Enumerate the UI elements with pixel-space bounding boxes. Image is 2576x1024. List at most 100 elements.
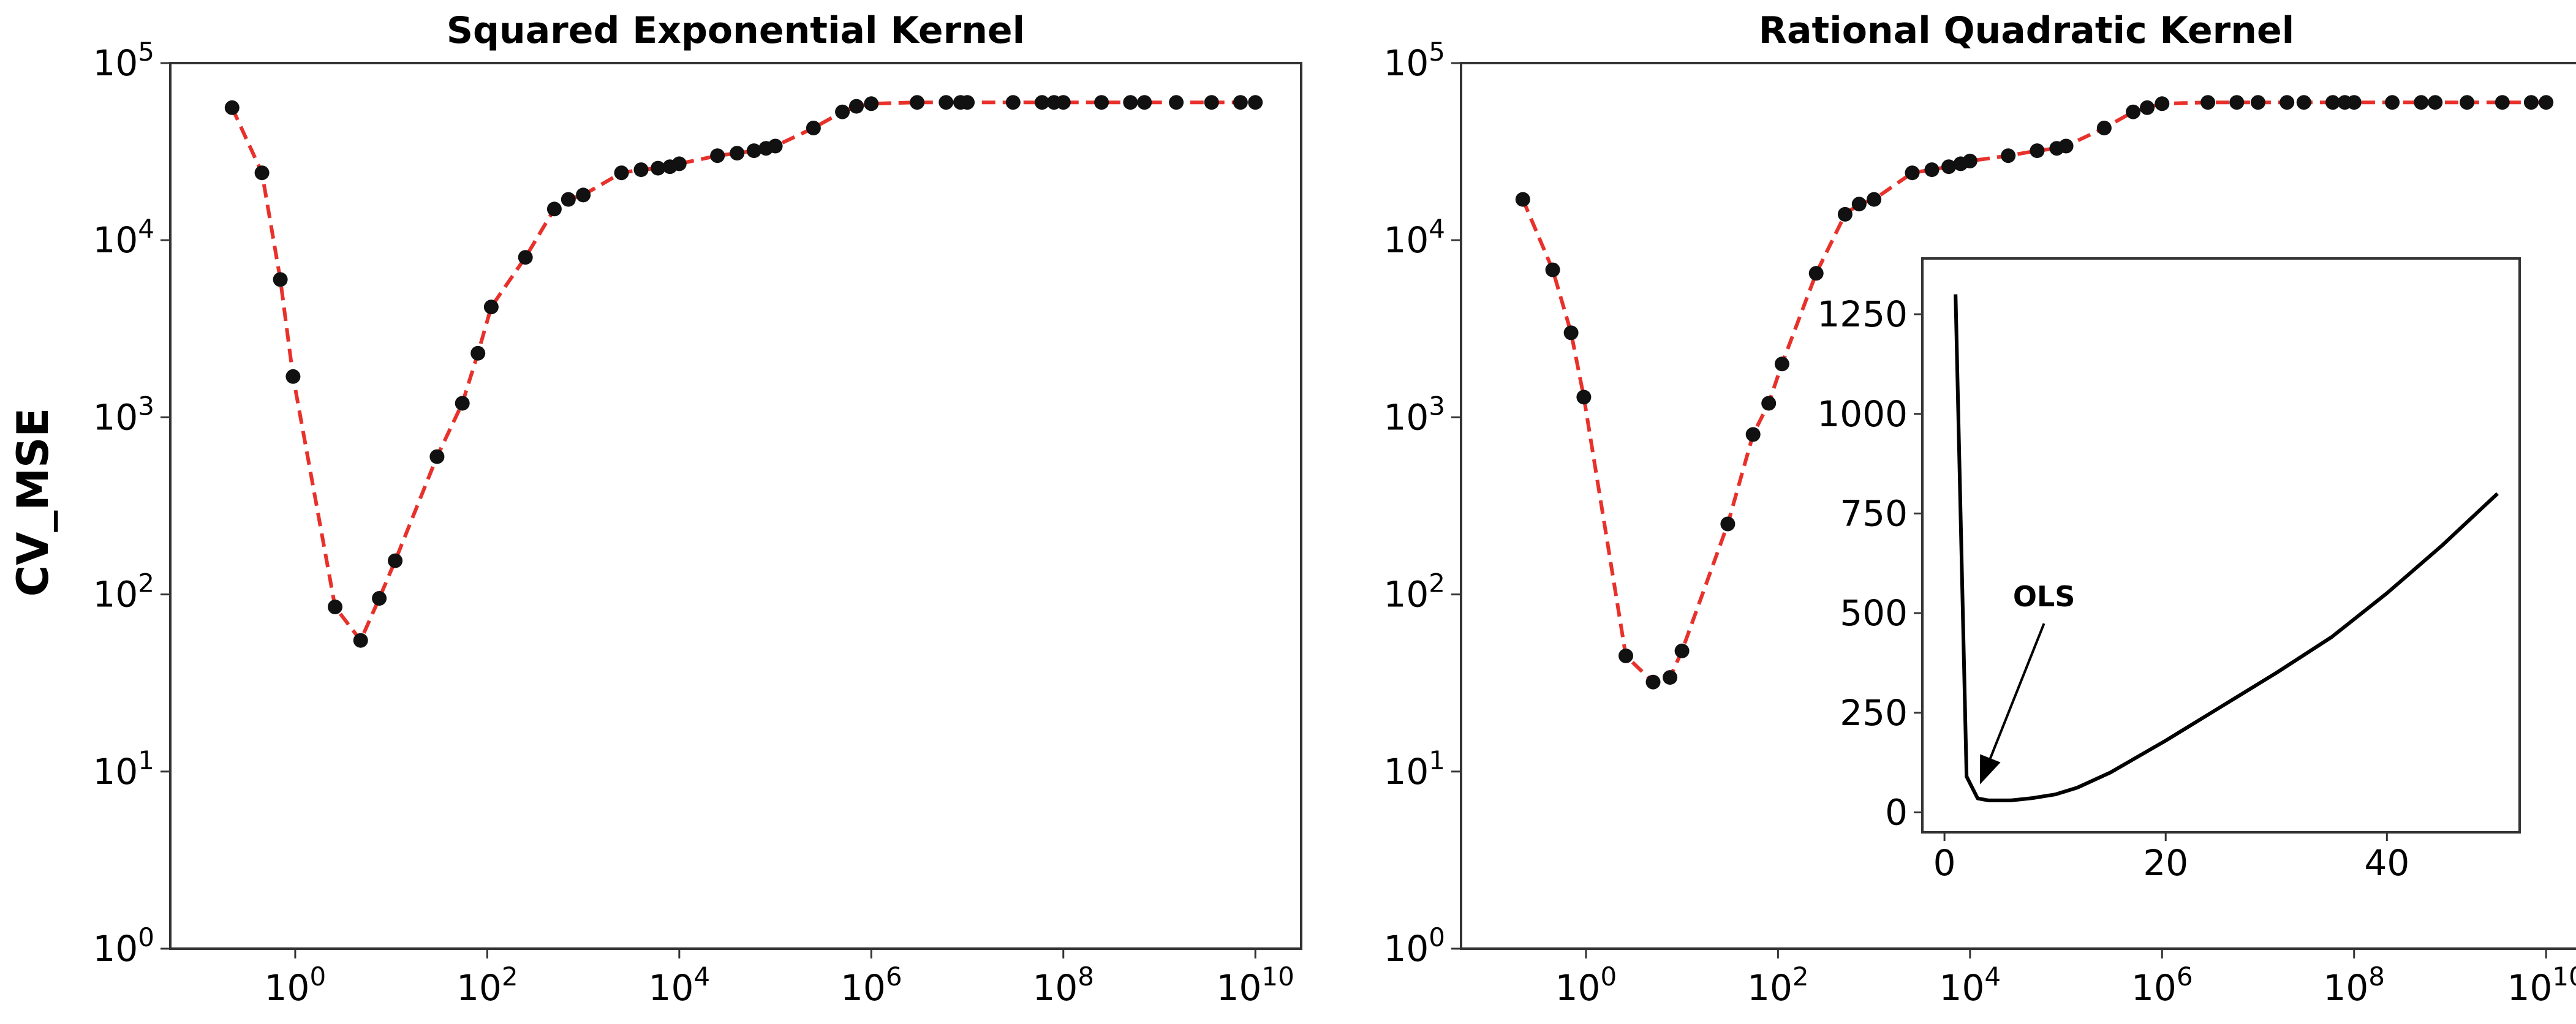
data-point [2096, 121, 2112, 135]
x-tick-label: 100 [1555, 962, 1617, 1009]
x-tick-label: 1010 [1217, 962, 1294, 1009]
x-tick-label: 106 [840, 962, 902, 1009]
data-point [2385, 95, 2400, 110]
right-plot-frame [1460, 62, 2576, 950]
right-panel-title: Rational Quadratic Kernel [1759, 9, 2294, 52]
inset-y-tick-label: 1250 [1817, 293, 1908, 335]
y-tick-label: 102 [93, 568, 154, 616]
data-point [1645, 674, 1661, 690]
data-point [835, 104, 850, 119]
x-tick-label: 108 [2323, 962, 2385, 1009]
data-point [1515, 192, 1530, 207]
x-tick-label: 104 [1940, 962, 2001, 1009]
data-point [2296, 95, 2311, 110]
data-point [1761, 396, 1777, 411]
data-point [2523, 95, 2539, 110]
data-point [224, 100, 240, 115]
y-tick-label: 101 [93, 745, 154, 792]
inset-y-tick-label: 750 [1840, 492, 1908, 534]
y-tick-label: 104 [1383, 214, 1445, 261]
inset-x-tick-label: 0 [1933, 842, 1956, 884]
y-tick-label: 101 [1383, 745, 1445, 792]
y-tick-label: 103 [1383, 391, 1445, 438]
inset-y-tick-label: 250 [1840, 692, 1908, 734]
data-point [671, 156, 687, 171]
data-point [960, 95, 975, 110]
left-panel-title: Squared Exponential Kernel [447, 9, 1025, 52]
data-point [1837, 206, 1853, 222]
data-point [2414, 95, 2429, 110]
data-point [2030, 143, 2045, 159]
data-point [2058, 138, 2074, 154]
inset-chart: 0 20 40 0 250 500 750 1000 1250 OLS [1817, 257, 2521, 884]
x-tick-label: 102 [456, 962, 518, 1009]
data-point [1905, 165, 1920, 181]
data-point [633, 162, 649, 178]
data-point [768, 138, 783, 154]
data-point [1851, 197, 1867, 212]
data-point [2460, 95, 2475, 110]
data-point [1745, 427, 1761, 442]
y-tick-label: 105 [93, 37, 154, 84]
data-point [806, 121, 821, 135]
data-point [910, 95, 925, 110]
y-tick-label: 100 [1383, 922, 1445, 969]
data-point [2155, 96, 2170, 111]
data-point [254, 165, 270, 181]
inset-y-tick-label: 1000 [1817, 393, 1908, 435]
data-point [1035, 95, 1049, 110]
left-series-marks [224, 95, 1263, 648]
y-tick-label: 100 [93, 922, 154, 969]
data-point [1924, 162, 1940, 178]
inset-y-tick-label: 500 [1840, 592, 1908, 634]
data-point [2200, 95, 2216, 110]
data-point [576, 187, 591, 203]
y-axis-label: CV_MSE [8, 408, 58, 597]
left-panel: Squared Exponential Kernel 100 102 104 106 1… [93, 9, 1302, 1009]
data-point [2251, 95, 2265, 110]
data-point [1248, 95, 1263, 110]
data-point [328, 600, 342, 614]
data-point [470, 345, 486, 361]
right-series-marks [1515, 95, 2554, 690]
ols-annotation-label: OLS [2013, 580, 2076, 613]
data-point [849, 99, 864, 114]
data-point [730, 146, 745, 161]
data-point [1774, 356, 1789, 372]
inset-axis-ticks: 0 20 40 0 250 500 750 1000 1250 [1817, 293, 2409, 884]
x-tick-label: 1010 [2507, 962, 2576, 1009]
data-point [1094, 95, 1109, 110]
data-point [2325, 95, 2340, 110]
data-point [1233, 95, 1248, 110]
data-point [1005, 95, 1021, 110]
data-point [864, 96, 879, 111]
x-tick-label: 104 [649, 962, 711, 1009]
ols-arrow-head [1979, 754, 2001, 785]
data-point [1941, 159, 1957, 175]
data-point [1867, 192, 1882, 207]
x-tick-label: 100 [265, 962, 327, 1009]
inset-series-line [1954, 294, 2499, 802]
data-point [2279, 95, 2295, 110]
ols-arrow-shaft [1989, 623, 2045, 759]
data-point [2140, 100, 2155, 115]
data-point [2229, 95, 2245, 110]
data-point [388, 553, 403, 568]
data-point [273, 272, 288, 287]
data-point [1123, 95, 1138, 110]
series-line [230, 100, 1256, 644]
data-point [746, 143, 761, 159]
x-tick-label: 106 [2131, 962, 2193, 1009]
data-point [651, 160, 666, 176]
left-axis-ticks: 100 102 104 106 108 1010 100 101 102 103 104 105 [93, 37, 1294, 1009]
data-point [1204, 95, 1219, 110]
data-point [285, 369, 301, 384]
data-point [1720, 516, 1736, 532]
inset-frame [1921, 257, 2521, 834]
right-panel: Rational Quadratic Kernel 100 102 104 106 10… [1383, 9, 2576, 1009]
data-point [483, 299, 499, 315]
data-point [1137, 95, 1152, 110]
data-point [2001, 148, 2016, 164]
